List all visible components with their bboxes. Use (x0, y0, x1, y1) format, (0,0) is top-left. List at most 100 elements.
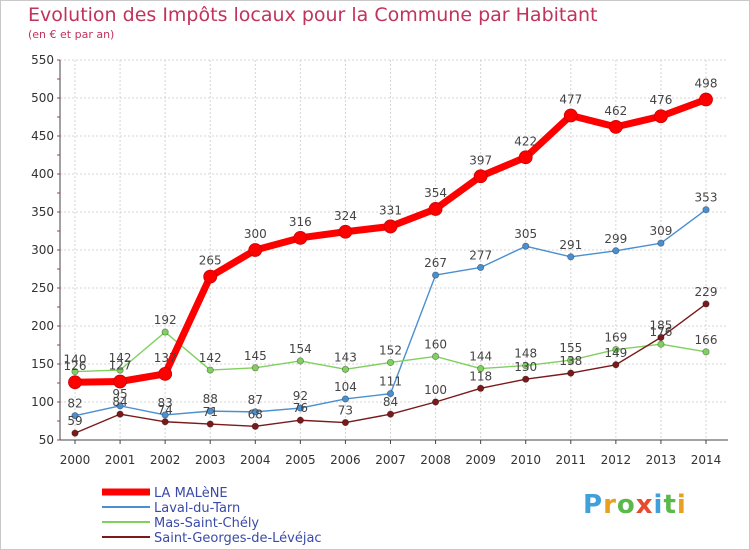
data-point (522, 361, 530, 370)
data-label: 127 (109, 358, 132, 372)
data-label: 143 (334, 350, 357, 364)
data-point (206, 366, 214, 374)
data-point (161, 418, 169, 426)
data-point (296, 357, 304, 365)
data-point (116, 402, 124, 410)
data-label: 309 (649, 224, 672, 238)
data-point (657, 239, 665, 247)
data-point (338, 224, 353, 239)
data-point (702, 348, 710, 356)
brand-letter: x (635, 490, 654, 520)
data-point (296, 416, 304, 424)
data-point (251, 422, 259, 430)
data-label: 305 (514, 227, 537, 241)
data-label: 59 (67, 414, 82, 428)
data-point (428, 202, 443, 216)
x-tick-label: 2003 (195, 453, 226, 467)
brand-letter: r (603, 490, 617, 520)
data-label: 74 (158, 403, 173, 417)
data-label: 148 (514, 347, 537, 361)
data-label: 331 (379, 203, 402, 217)
data-point (386, 390, 395, 398)
x-tick-label: 2012 (601, 453, 632, 467)
data-point (522, 375, 530, 383)
data-point (341, 418, 350, 427)
data-point (522, 242, 530, 250)
data-point (116, 410, 124, 418)
x-tick-label: 2010 (510, 453, 541, 467)
data-label: 299 (604, 232, 627, 246)
legend-label: LA MALèNE (154, 486, 228, 501)
data-point (113, 374, 127, 389)
x-tick-label: 2011 (556, 453, 587, 467)
data-label: 92 (293, 389, 308, 403)
data-label: 82 (67, 397, 82, 411)
data-label: 145 (244, 349, 267, 363)
data-label: 422 (514, 134, 537, 148)
data-point (431, 352, 440, 360)
data-label: 267 (424, 256, 447, 270)
data-label: 265 (199, 254, 222, 268)
data-point (251, 408, 259, 416)
data-point (702, 300, 710, 308)
data-label: 152 (379, 343, 402, 357)
data-label: 138 (559, 354, 582, 368)
data-label: 111 (379, 375, 402, 389)
brand-letter: t (663, 490, 677, 520)
data-point (248, 243, 263, 257)
data-point (431, 398, 440, 406)
y-tick-label: 100 (31, 395, 54, 409)
data-label: 84 (112, 395, 127, 409)
data-point (612, 247, 620, 255)
y-tick-label: 300 (31, 243, 54, 257)
data-label: 130 (514, 360, 537, 374)
y-tick-label: 500 (31, 91, 54, 105)
data-label: 462 (604, 104, 627, 118)
data-point (477, 263, 485, 272)
data-label: 354 (424, 186, 447, 200)
data-label: 76 (293, 401, 308, 415)
data-point (657, 340, 665, 348)
data-label: 142 (199, 351, 222, 365)
y-tick-label: 450 (31, 129, 54, 143)
data-label: 71 (203, 405, 218, 419)
data-label: 291 (559, 238, 582, 252)
x-tick-label: 2001 (105, 453, 136, 467)
brand-letter: P (583, 490, 604, 520)
data-point (206, 420, 214, 428)
legend-label: Laval-du-Tarn (154, 501, 240, 516)
chart-subtitle: (en € et par an) (28, 28, 115, 41)
data-label: 73 (338, 404, 353, 418)
data-point (608, 119, 623, 134)
data-label: 118 (469, 369, 492, 383)
data-label: 229 (695, 285, 718, 299)
data-label: 154 (289, 342, 312, 356)
data-label: 476 (649, 93, 672, 107)
data-point (386, 410, 395, 418)
y-tick-label: 50 (39, 433, 54, 447)
data-label: 142 (109, 351, 132, 365)
data-label: 83 (158, 396, 173, 410)
data-label: 192 (154, 313, 177, 327)
legend-label: Saint-Georges-de-Lévéjac (154, 531, 322, 546)
data-point (386, 358, 395, 367)
data-label: 477 (559, 92, 582, 106)
y-tick-label: 250 (31, 281, 54, 295)
data-label: 155 (559, 341, 582, 355)
x-tick-label: 2008 (420, 453, 451, 467)
x-tick-label: 2002 (150, 453, 181, 467)
data-point (702, 206, 710, 214)
data-point (654, 109, 668, 124)
brand-letter: i (676, 490, 687, 520)
data-label: 498 (695, 77, 718, 91)
data-label: 144 (469, 350, 492, 364)
data-point (341, 395, 350, 403)
data-label: 126 (64, 359, 87, 373)
data-point (383, 219, 398, 234)
data-point (473, 169, 488, 184)
data-point (431, 271, 440, 279)
data-point (518, 150, 533, 165)
data-label: 149 (604, 346, 627, 360)
data-label: 84 (383, 395, 398, 409)
